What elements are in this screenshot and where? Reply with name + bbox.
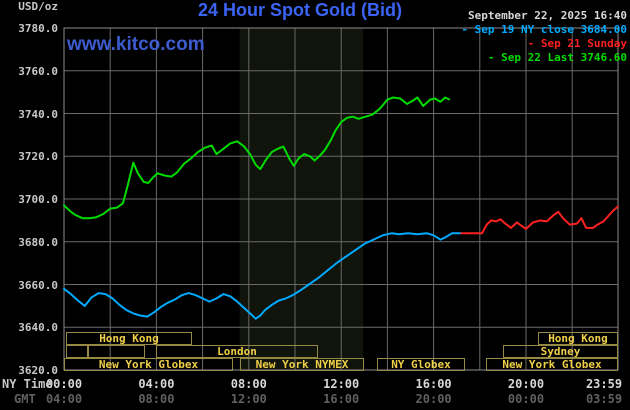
y-tick-label: 3780.0 xyxy=(18,22,58,35)
x-tick-ny: 20:00 xyxy=(507,377,545,391)
y-tick-label: 3740.0 xyxy=(18,107,58,121)
session-box xyxy=(88,345,145,358)
y-tick-label: 3620.0 xyxy=(18,364,58,377)
series-line xyxy=(63,232,463,320)
y-tick-label: 3640.0 xyxy=(18,321,58,335)
page-title: 24 Hour Spot Gold (Bid) xyxy=(198,0,402,20)
x-tick-ny: 00:00 xyxy=(45,377,83,391)
session-box-new-york-globex: New York Globex xyxy=(486,358,618,371)
x-tick-gmt: 20:00 xyxy=(415,392,452,406)
session-box-london: London xyxy=(156,345,318,358)
x-tick-gmt: 00:00 xyxy=(507,392,545,406)
x-tick-gmt: 08:00 xyxy=(138,392,175,406)
x-tick-gmt: 04:00 xyxy=(45,392,83,406)
session-box-new-york-globex: New York Globex xyxy=(64,358,233,371)
x-tick-ny: 08:00 xyxy=(230,377,267,391)
series-line xyxy=(460,205,619,235)
series-line xyxy=(63,96,451,220)
x-tick-gmt: 03:59 xyxy=(585,392,623,406)
legend-item: - Sep 19 NY close 3684.00 xyxy=(461,23,627,36)
x-tick-gmt: 12:00 xyxy=(230,392,267,406)
session-box-ny-globex: NY Globex xyxy=(377,358,465,371)
legend-item: - Sep 22 Last 3746.60 xyxy=(487,51,627,64)
session-box-sydney: Sydney xyxy=(503,345,618,358)
x-tick-ny: 16:00 xyxy=(415,377,452,391)
unit-label: USD/oz xyxy=(18,0,58,13)
datetime-label: September 22, 2025 16:40 xyxy=(468,9,627,22)
x-tick-ny: 12:00 xyxy=(323,377,360,391)
chart-legend: - Sep 19 NY close 3684.00- Sep 21 Sunday… xyxy=(461,23,627,65)
y-tick-label: 3720.0 xyxy=(18,150,58,164)
kitco-watermark-link[interactable]: www.kitco.com xyxy=(67,34,205,55)
session-box xyxy=(66,345,88,358)
y-tick-label: 3660.0 xyxy=(18,278,58,292)
y-tick-label: 3700.0 xyxy=(18,193,58,206)
y-tick-label: 3760.0 xyxy=(18,64,58,78)
x-tick-ny: 04:00 xyxy=(138,377,175,391)
session-box-hong-kong: Hong Kong xyxy=(538,332,618,345)
session-box-hong-kong: Hong Kong xyxy=(66,332,192,345)
session-box-new-york-nymex: New York NYMEX xyxy=(240,358,364,371)
ny-time-axis-label: NY Time xyxy=(2,377,53,391)
x-tick-ny: 23:59 xyxy=(585,377,623,391)
gmt-axis-label: GMT xyxy=(14,392,36,406)
legend-item: - Sep 21 Sunday xyxy=(527,37,627,50)
y-tick-label: 3680.0 xyxy=(18,235,58,249)
x-tick-gmt: 16:00 xyxy=(323,392,360,406)
